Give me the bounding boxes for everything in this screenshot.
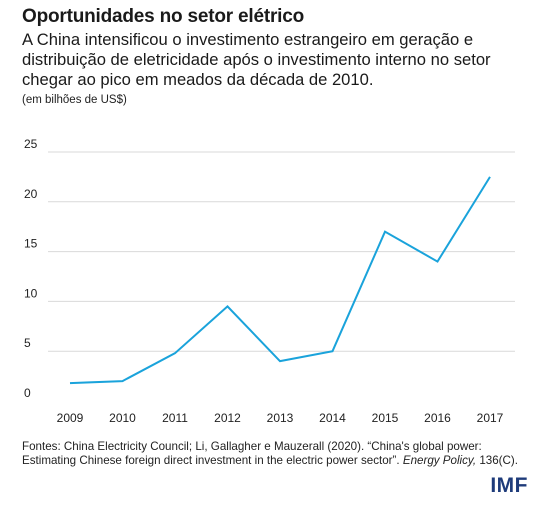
x-tick-label: 2011 (162, 411, 188, 425)
y-tick-label: 15 (24, 237, 38, 251)
chart-title: Oportunidades no setor elétrico (22, 6, 305, 27)
chart-subtitle: A China intensificou o investimento estr… (22, 30, 491, 89)
x-tick-label: 2010 (109, 411, 136, 425)
series-line-0 (69, 176, 491, 385)
y-tick-label: 0 (24, 386, 31, 400)
y-tick-label: 10 (24, 286, 38, 300)
x-tick-label: 2015 (372, 411, 399, 425)
source-text: Fontes: China Electricity Council; Li, G… (22, 440, 482, 467)
y-tick-label: 5 (24, 336, 31, 350)
y-tick-label: 25 (24, 137, 38, 151)
unit-label: (em bilhões de US$) (22, 94, 127, 106)
y-axis-labels: 0 5 10 15 20 25 (24, 137, 38, 400)
x-tick-label: 2014 (319, 411, 346, 425)
x-tick-label: 2009 (57, 411, 84, 425)
gridlines (48, 151, 515, 352)
x-tick-label: 2013 (267, 411, 294, 425)
x-axis-labels: 2009 2010 2011 2012 2013 2014 2015 2016 2017 (57, 411, 504, 425)
source-journal: Energy Policy, (402, 454, 477, 467)
x-tick-label: 2012 (214, 411, 241, 425)
x-tick-label: 2016 (424, 411, 451, 425)
data-series (69, 176, 491, 385)
source-note: Fontes: China Electricity Council; Li, G… (22, 440, 522, 468)
imf-logo: IMF (490, 474, 528, 497)
x-tick-label: 2017 (477, 411, 504, 425)
y-tick-label: 20 (24, 187, 38, 201)
source-tail: 136(C). (479, 454, 518, 467)
